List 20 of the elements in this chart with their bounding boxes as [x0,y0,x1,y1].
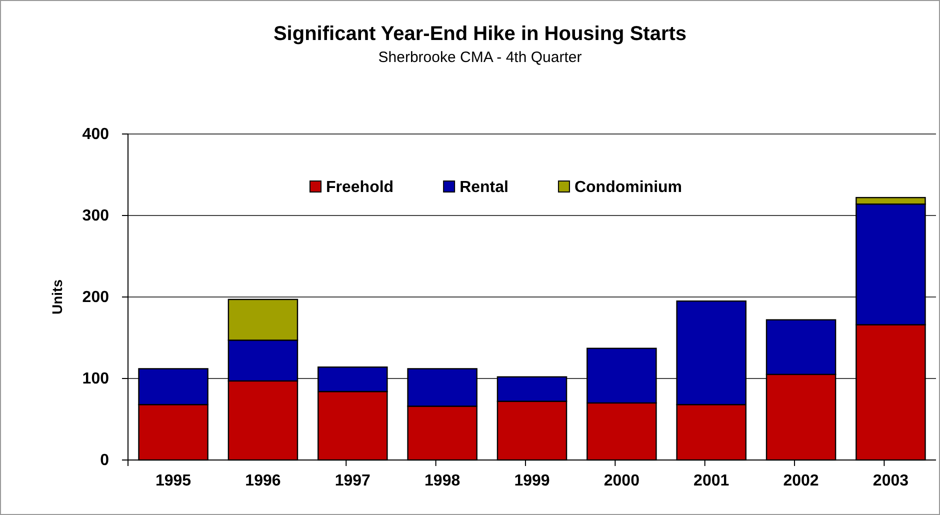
x-tick-label: 2003 [872,472,909,490]
x-tick-label: 1999 [514,472,550,490]
legend-label: Freehold [326,179,394,196]
x-tick-label: 2001 [694,472,730,490]
y-tick-label: 0 [100,452,110,470]
chart-subtitle: Sherbrooke CMA - 4th Quarter [378,49,582,66]
y-tick-label: 400 [82,126,110,144]
x-tick-label: 1995 [155,472,192,490]
x-tick-label: 1996 [245,472,281,490]
y-tick-label: 300 [82,208,110,225]
legend-label: Rental [460,179,508,196]
legend-label: Condominium [574,179,682,196]
x-tick-label: 1998 [424,472,460,490]
y-tick-label: 200 [82,289,110,306]
x-tick-label: 1997 [334,472,371,490]
y-tick-label: 100 [82,370,110,388]
chart-title: Significant Year-End Hike in Housing Starts [273,23,687,45]
y-axis-title: Units [49,279,65,314]
x-tick-label: 2002 [783,472,819,490]
x-tick-label: 2000 [604,472,640,490]
